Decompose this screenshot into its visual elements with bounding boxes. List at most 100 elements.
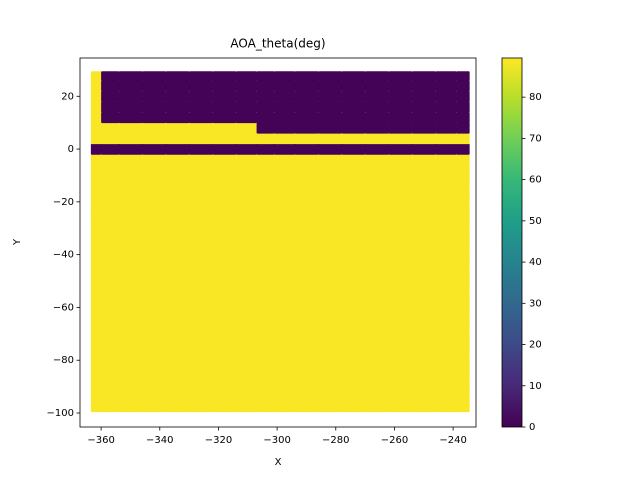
y-tick-label: −80 [53,355,74,366]
scatter-point [341,376,366,398]
scatter-point [90,354,102,377]
plot-area [90,71,470,413]
scatter-point [142,112,167,124]
scatter-point [189,249,213,271]
scatter-point [165,71,190,81]
scatter-point [388,333,413,356]
scatter-point [101,249,120,271]
scatter-point [142,249,167,271]
scatter-point [412,249,436,271]
scatter-point [435,270,457,292]
scatter-point [236,122,257,134]
scatter-point [101,312,120,335]
colorbar-tick-label: 70 [529,133,542,144]
scatter-point [274,112,296,124]
scatter-point [341,101,366,113]
scatter-point [388,186,413,208]
scatter-point [236,143,257,155]
scatter-point [456,270,470,292]
scatter-point [274,333,296,356]
scatter-point [294,376,319,398]
scatter-point [236,354,257,377]
scatter-point [294,249,319,271]
scatter-point [142,354,167,377]
scatter-point [274,101,296,113]
scatter-point [189,376,213,398]
scatter-point [189,354,213,377]
scatter-point [365,112,389,124]
scatter-point [118,167,143,187]
scatter-point [212,376,237,398]
scatter-point [236,80,257,92]
scatter-point [456,312,470,335]
scatter-point [412,90,436,102]
x-axis-label: X [275,457,282,468]
scatter-point [456,354,470,377]
scatter-point [212,154,237,168]
scatter-point [256,112,275,124]
scatter-point [388,101,413,113]
scatter-point [456,333,470,356]
scatter-point [165,312,190,335]
scatter-point [412,71,436,81]
scatter-point [118,112,143,124]
colorbar-tick-label: 80 [529,92,542,103]
scatter-point [236,167,257,187]
scatter-point [341,167,366,187]
scatter-point [435,249,457,271]
scatter-point [294,154,319,168]
scatter-point [118,397,143,413]
scatter-point [294,291,319,314]
scatter-point [101,122,120,134]
scatter-point [412,112,436,124]
scatter-point [365,90,389,102]
scatter-point [274,167,296,187]
scatter-point [294,207,319,229]
scatter-point [365,333,389,356]
scatter-point [294,270,319,292]
scatter-point [435,376,457,398]
scatter-point [318,354,343,377]
scatter-point [294,133,319,145]
scatter-point [435,291,457,314]
scatter-point [341,143,366,155]
scatter-point [388,154,413,168]
scatter-point [142,186,167,208]
scatter-point [212,71,237,81]
scatter-point [118,270,143,292]
scatter-point [118,143,143,155]
scatter-point [189,112,213,124]
scatter-point [189,143,213,155]
scatter-point [189,133,213,145]
scatter-point [118,354,143,377]
scatter-point [365,71,389,81]
scatter-point [256,207,275,229]
scatter-point [212,312,237,335]
scatter-point [212,122,237,134]
scatter-point [90,122,102,134]
colorbar-tick-label: 10 [529,381,542,392]
scatter-point [274,90,296,102]
scatter-point [388,80,413,92]
scatter-point [388,112,413,124]
scatter-point [236,207,257,229]
scatter-point [189,186,213,208]
scatter-point [456,397,470,413]
scatter-point [165,186,190,208]
scatter-point [318,143,343,155]
scatter-point [456,186,470,208]
scatter-point [256,101,275,113]
scatter-point [456,90,470,102]
scatter-point [142,270,167,292]
scatter-point [118,80,143,92]
scatter-point [212,143,237,155]
scatter-point [435,154,457,168]
colorbar-tick-label: 60 [529,175,542,186]
scatter-point [256,333,275,356]
scatter-point [236,270,257,292]
scatter-point [388,354,413,377]
scatter-point [365,354,389,377]
scatter-point [365,133,389,145]
scatter-point [388,207,413,229]
scatter-point [101,376,120,398]
